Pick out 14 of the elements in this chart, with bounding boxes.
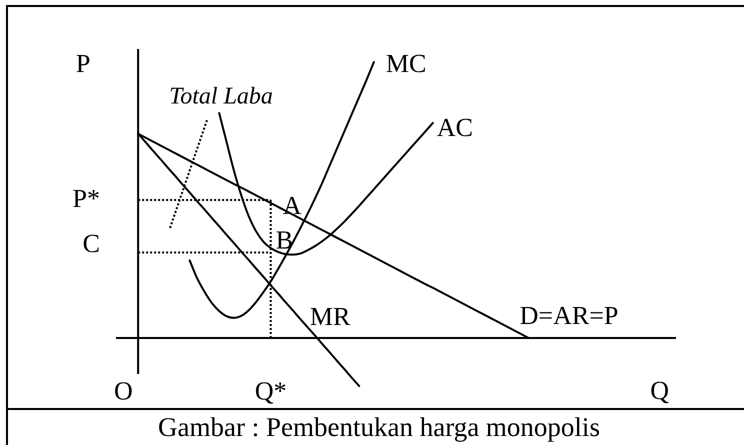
x-tick-label: O xyxy=(114,376,133,406)
series-label: MC xyxy=(386,48,426,78)
text: C xyxy=(82,228,100,258)
annotation: B xyxy=(276,225,294,254)
y-axis-title: P xyxy=(76,48,90,78)
annotation: A xyxy=(282,190,302,220)
series-label: D=AR=P xyxy=(520,300,618,330)
x-axis-title: Q xyxy=(650,376,670,405)
text: Gambar : Pembentukan harga monopolis xyxy=(157,411,601,444)
series-label: MR xyxy=(310,302,352,331)
text: P* xyxy=(72,184,100,213)
series-label: AC xyxy=(436,112,473,142)
x-tick-label: Q* xyxy=(254,376,287,406)
annotation: Total Laba xyxy=(169,83,273,110)
